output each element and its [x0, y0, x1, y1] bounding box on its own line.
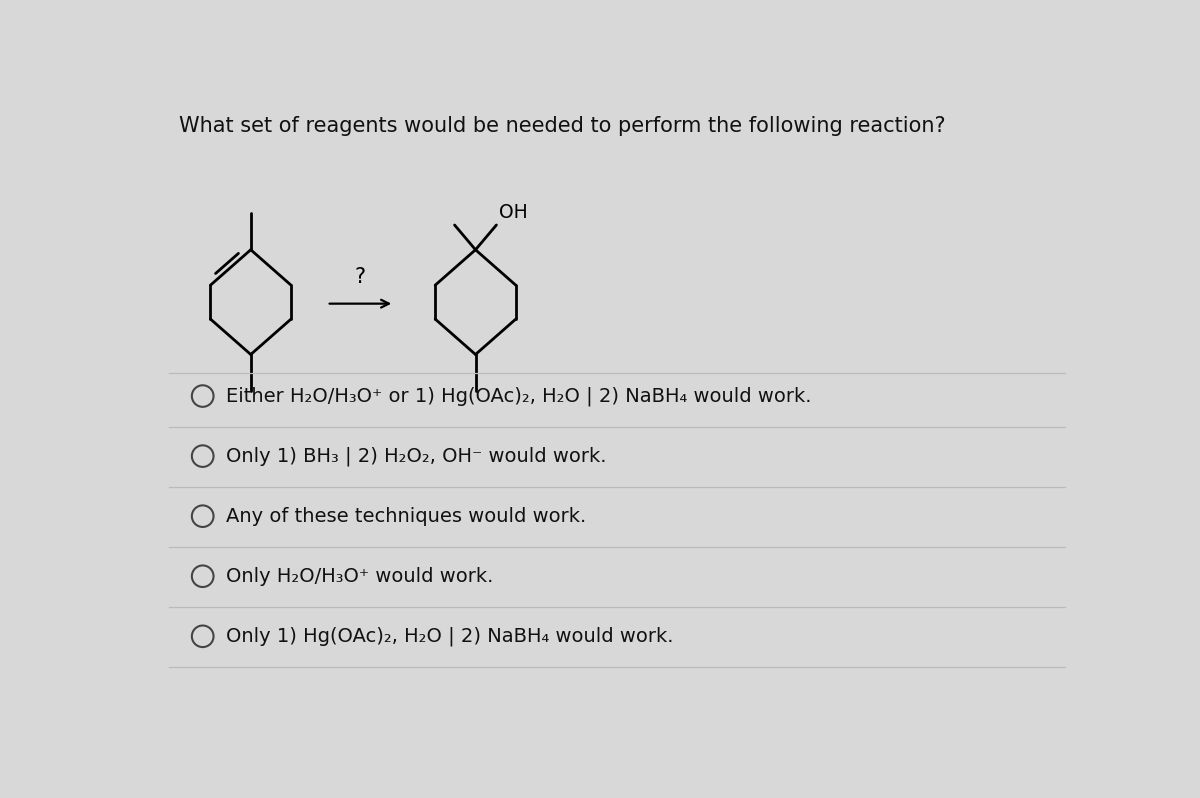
Text: ?: ? — [355, 267, 366, 286]
Text: What set of reagents would be needed to perform the following reaction?: What set of reagents would be needed to … — [180, 116, 946, 136]
Text: Only 1) BH₃ | 2) H₂O₂, OH⁻ would work.: Only 1) BH₃ | 2) H₂O₂, OH⁻ would work. — [226, 446, 606, 466]
Text: Any of these techniques would work.: Any of these techniques would work. — [226, 507, 587, 526]
Text: Only 1) Hg(OAc)₂, H₂O | 2) NaBH₄ would work.: Only 1) Hg(OAc)₂, H₂O | 2) NaBH₄ would w… — [226, 626, 673, 646]
Text: Either H₂O/H₃O⁺ or 1) Hg(OAc)₂, H₂O | 2) NaBH₄ would work.: Either H₂O/H₃O⁺ or 1) Hg(OAc)₂, H₂O | 2)… — [226, 386, 811, 406]
Text: Only H₂O/H₃O⁺ would work.: Only H₂O/H₃O⁺ would work. — [226, 567, 493, 586]
Text: OH: OH — [499, 203, 528, 222]
